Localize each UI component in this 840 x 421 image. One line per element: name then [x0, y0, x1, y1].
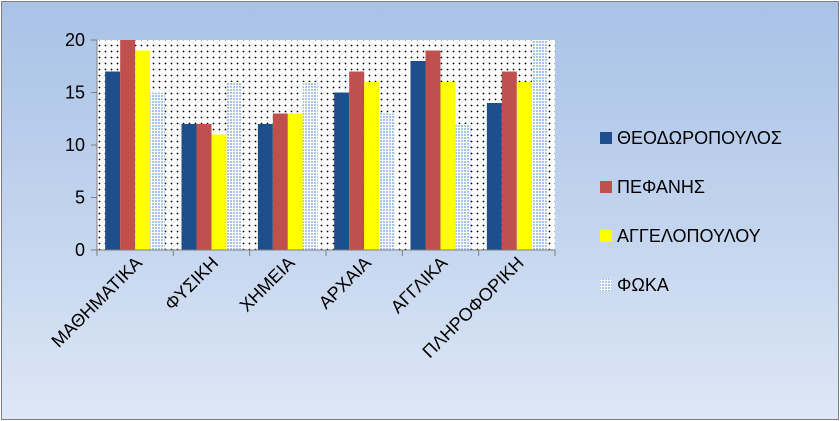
bar — [364, 82, 380, 250]
legend-swatch — [600, 230, 612, 242]
bar — [455, 124, 471, 250]
bar — [226, 82, 242, 250]
legend-swatch — [600, 181, 612, 193]
bar — [379, 113, 395, 250]
plot-area — [97, 40, 555, 250]
bar — [257, 124, 273, 250]
y-tick-label: 10 — [65, 135, 85, 155]
x-tick-label: ΜΑΘΗΜΑΤΙΚΑ — [47, 253, 145, 351]
legend: ΘΕΟΔΩΡΟΠΟΥΛΟΣ ΠΕΦΑΝΗΣ ΑΓΓΕΛΟΠΟΥΛΟΥ ΦΩΚΑ — [600, 128, 782, 295]
bars — [105, 40, 547, 250]
legend-label: ΦΩΚΑ — [617, 275, 669, 295]
bar — [272, 113, 288, 250]
y-tick-label: 20 — [65, 30, 85, 50]
bar — [410, 61, 426, 250]
bar — [105, 71, 121, 250]
y-tick-label: 0 — [75, 240, 85, 260]
bar — [440, 82, 456, 250]
bar — [287, 113, 303, 250]
bar — [486, 103, 502, 250]
bar — [196, 124, 212, 250]
bar — [501, 71, 517, 250]
bar — [211, 134, 227, 250]
bar — [150, 92, 166, 250]
bar — [135, 50, 151, 250]
bar — [334, 92, 350, 250]
x-tick-label: ΧΗΜΕΙΑ — [236, 253, 299, 316]
legend-label: ΘΕΟΔΩΡΟΠΟΥΛΟΣ — [617, 128, 782, 148]
x-tick-label: ΑΓΓΛΙΚΑ — [387, 253, 452, 318]
bar — [302, 82, 318, 250]
bar — [120, 40, 136, 250]
bar — [516, 82, 532, 250]
bar — [531, 40, 547, 250]
x-axis-ticks: ΜΑΘΗΜΑΤΙΚΑ ΦΥΣΙΚΗ ΧΗΜΕΙΑ ΑΡΧΑΙΑ ΑΓΓΛΙΚΑΠΛΗΡΟ… — [47, 250, 556, 362]
bar — [349, 71, 365, 250]
x-tick-label: ΦΥΣΙΚΗ — [161, 253, 222, 314]
bar — [425, 50, 441, 250]
y-axis-ticks: 0 5 10 15 20 — [65, 30, 97, 260]
legend-swatch — [600, 132, 612, 144]
legend-label: ΑΓΓΕΛΟΠΟΥΛΟΥ — [617, 226, 761, 246]
legend-swatch — [600, 279, 612, 291]
legend-label: ΠΕΦΑΝΗΣ — [617, 177, 705, 197]
y-tick-label: 15 — [65, 83, 85, 103]
y-tick-label: 5 — [75, 188, 85, 208]
x-tick-label: ΑΡΧΑΙΑ — [315, 253, 375, 313]
bar — [181, 124, 197, 250]
